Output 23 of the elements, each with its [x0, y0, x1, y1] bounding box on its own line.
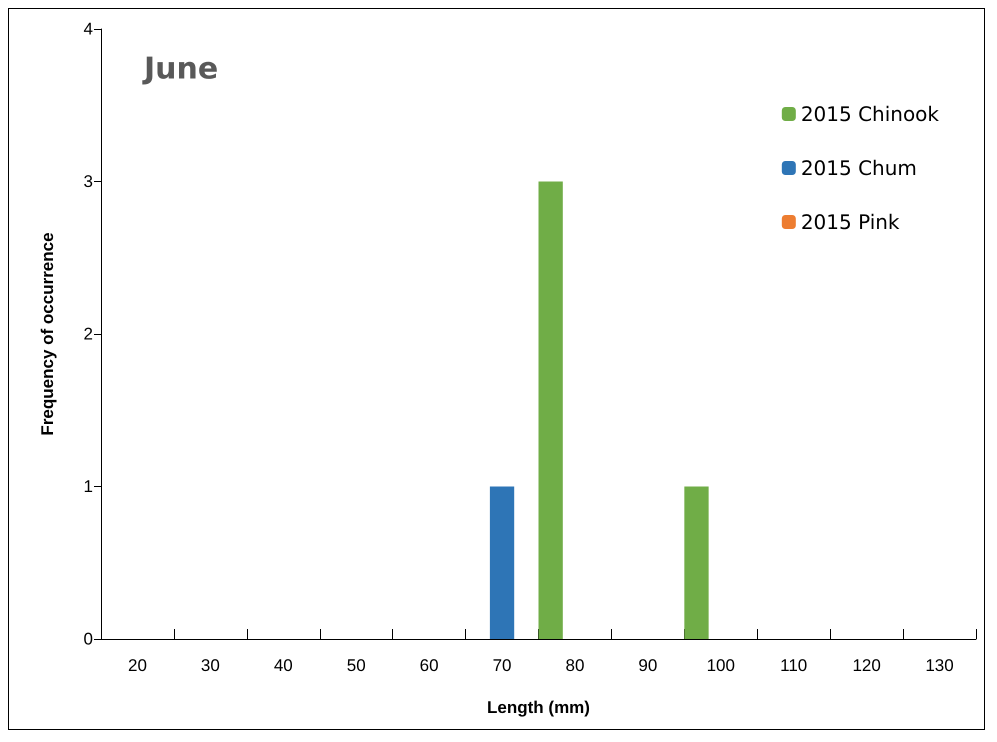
- x-tick-label: 70: [492, 656, 512, 675]
- x-tick-label: 100: [706, 656, 735, 675]
- x-tick-label: 90: [638, 656, 658, 675]
- legend-label: 2015 Pink: [800, 210, 900, 234]
- x-tick-label: 120: [852, 656, 881, 675]
- x-tick-label: 30: [200, 656, 220, 675]
- y-tick-label: 3: [84, 172, 93, 191]
- text: June: [142, 52, 218, 86]
- y-tick-label: 0: [84, 630, 93, 648]
- x-tick-label: 130: [925, 656, 954, 675]
- y-tick-label: 2: [84, 324, 93, 344]
- x-tick-label: 20: [128, 656, 147, 675]
- y-axis-title: Frequency of occurrence: [38, 232, 57, 436]
- legend-label: 2015 Chum: [800, 156, 917, 180]
- y-tick-label: 1: [84, 477, 93, 496]
- x-tick-label: 50: [346, 656, 366, 675]
- x-tick-label: 60: [420, 656, 439, 675]
- legend-label: 2015 Chinook: [800, 102, 940, 126]
- y-tick-label: 4: [84, 20, 93, 38]
- x-tick-label: 110: [780, 656, 808, 675]
- x-axis-title: Length (mm): [487, 698, 590, 717]
- x-tick-label: 80: [565, 656, 584, 675]
- x-tick-label: 40: [274, 656, 293, 675]
